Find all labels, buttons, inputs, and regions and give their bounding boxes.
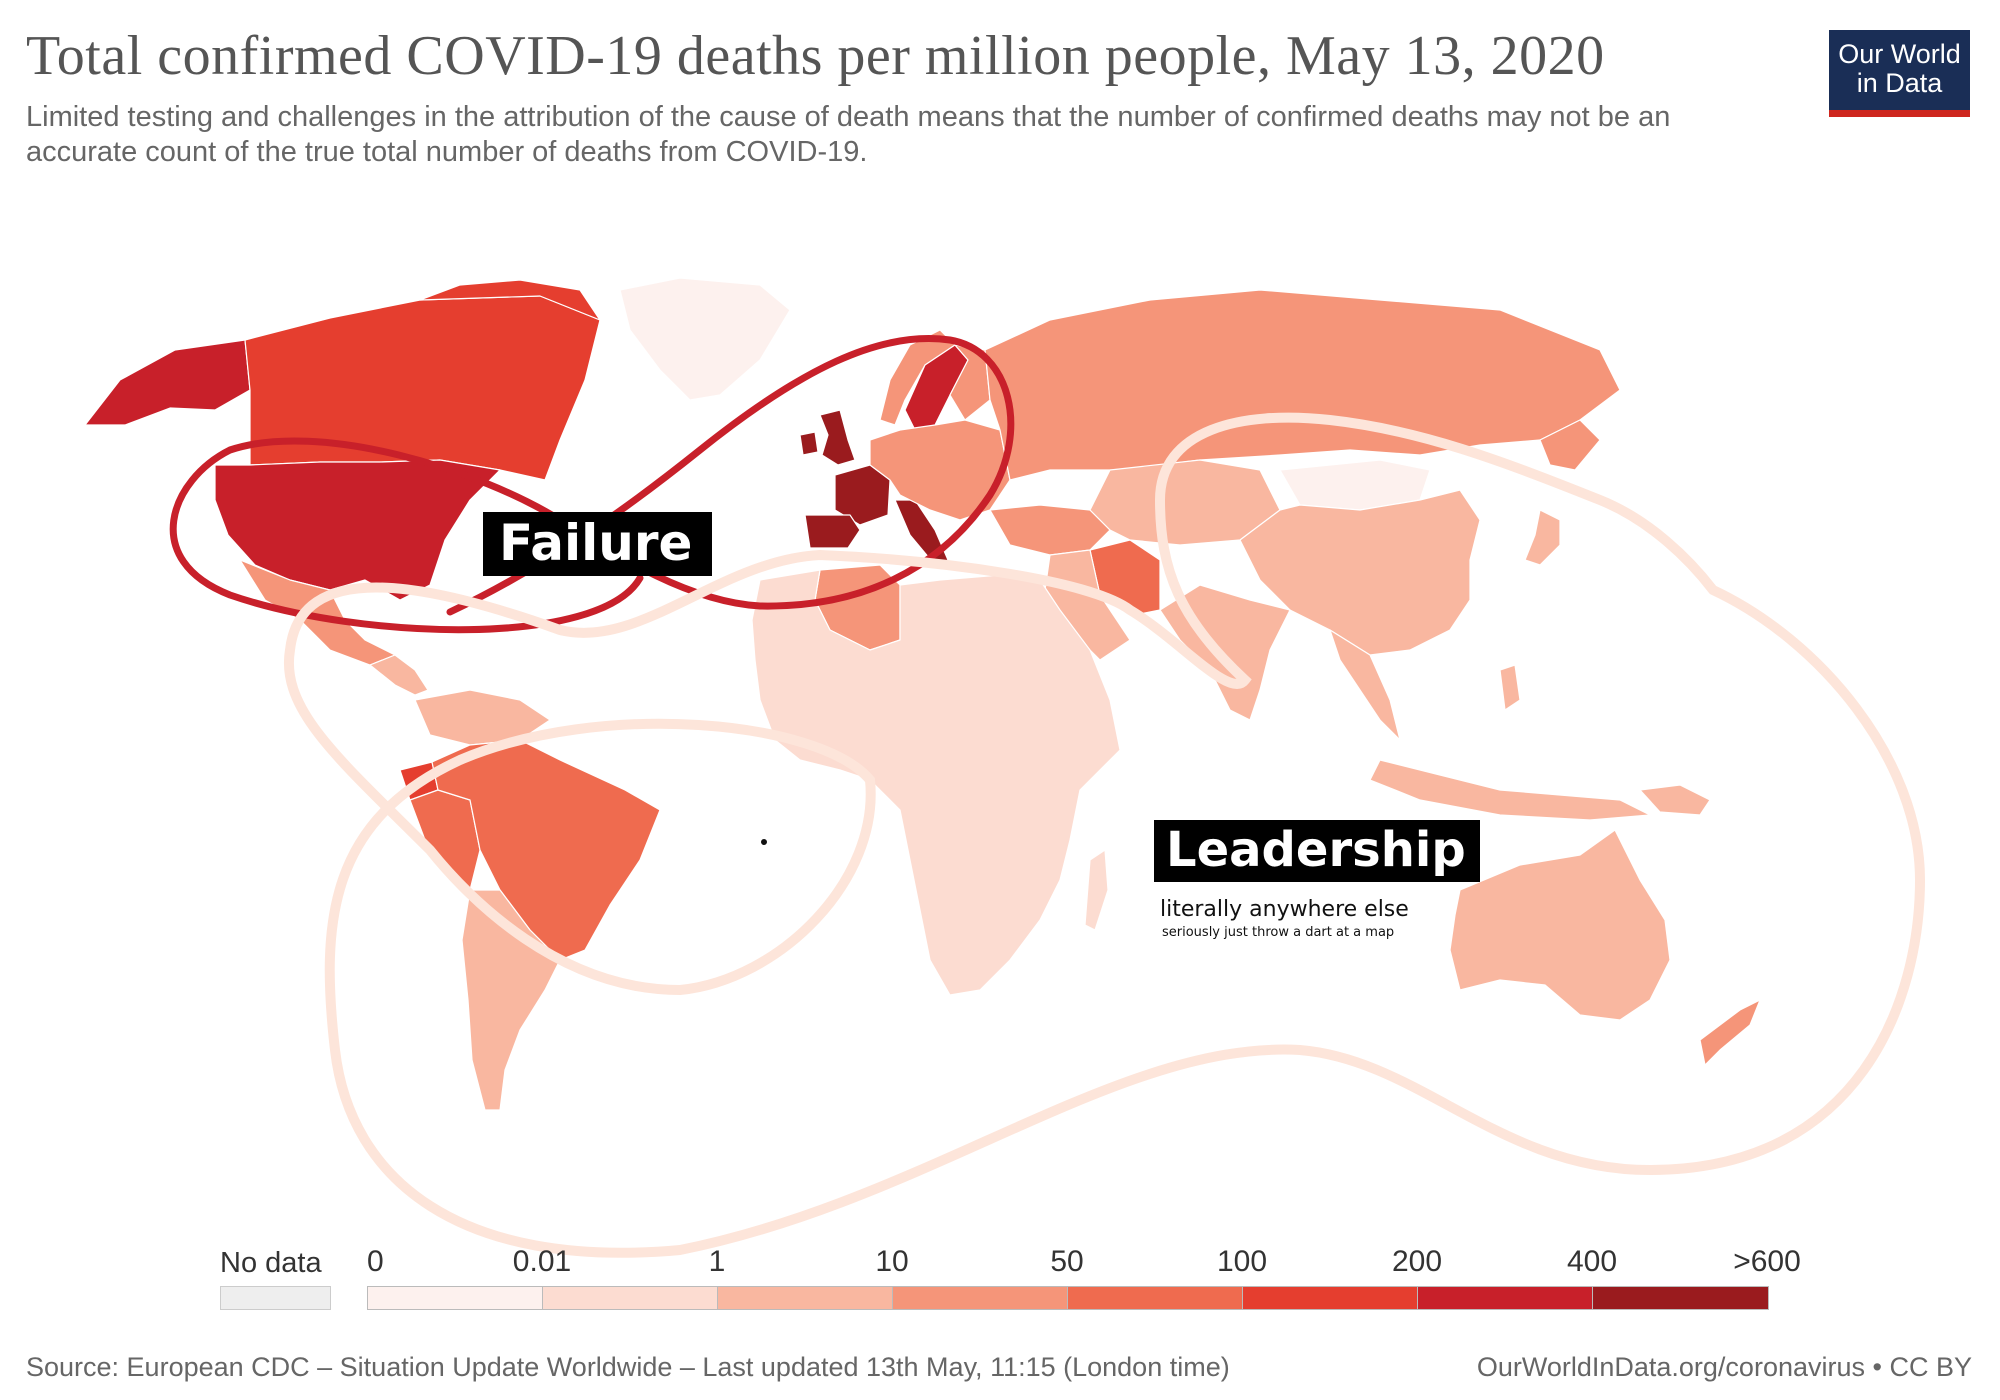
legend-tick-label: 100 bbox=[1216, 1245, 1268, 1278]
legend-swatch[interactable] bbox=[718, 1287, 893, 1309]
region-new-zealand[interactable] bbox=[1699, 999, 1761, 1066]
region-brazil[interactable] bbox=[431, 739, 661, 961]
legend-color-bar bbox=[367, 1286, 1769, 1310]
owid-logo[interactable]: Our World in Data bbox=[1829, 30, 1970, 117]
legend-tick-label: 0 bbox=[367, 1245, 384, 1278]
legend-swatch[interactable] bbox=[893, 1287, 1068, 1309]
region-russia[interactable] bbox=[984, 289, 1621, 481]
logo-line-2: in Data bbox=[1856, 68, 1943, 98]
region-central-asia[interactable] bbox=[1089, 459, 1281, 546]
legend-swatch[interactable] bbox=[368, 1287, 543, 1309]
leadership-label: Leadership bbox=[1154, 820, 1480, 882]
region-ireland[interactable] bbox=[799, 431, 819, 456]
region-canada[interactable] bbox=[244, 295, 601, 481]
region-china[interactable] bbox=[1239, 489, 1481, 656]
leadership-note: literally anywhere else bbox=[1160, 897, 1409, 922]
footer-links: OurWorldInData.org/coronavirus • CC BY bbox=[1477, 1352, 1972, 1383]
legend-tick-label: 10 bbox=[875, 1245, 909, 1278]
region-spain[interactable] bbox=[804, 514, 861, 549]
legend-swatch[interactable] bbox=[543, 1287, 718, 1309]
annotation-loops bbox=[169, 335, 1926, 1258]
source-note: Source: European CDC – Situation Update … bbox=[26, 1352, 1230, 1382]
legend-swatch[interactable] bbox=[1068, 1287, 1243, 1309]
region-alaska[interactable] bbox=[84, 339, 251, 426]
region-southeast-asia[interactable] bbox=[1329, 629, 1401, 741]
region-united-kingdom[interactable] bbox=[819, 409, 856, 466]
region-new-guinea[interactable] bbox=[1639, 784, 1711, 816]
region-south-america-north[interactable] bbox=[414, 689, 551, 746]
region-turkey-middle-east[interactable] bbox=[989, 504, 1111, 556]
ocean-dot bbox=[761, 839, 767, 845]
chart-subtitle: Limited testing and challenges in the at… bbox=[26, 101, 1671, 168]
legend-tick-label: 200 bbox=[1391, 1245, 1443, 1278]
region-philippines[interactable] bbox=[1499, 664, 1521, 711]
region-madagascar[interactable] bbox=[1084, 849, 1109, 931]
legend-tick-label: 0.01 bbox=[512, 1245, 572, 1278]
region-eastern-europe[interactable] bbox=[869, 419, 1011, 521]
legend-swatch[interactable] bbox=[1243, 1287, 1418, 1309]
legend-tick-label: 400 bbox=[1566, 1245, 1618, 1278]
failure-label: Failure bbox=[483, 512, 713, 576]
owid-url-link[interactable]: OurWorldInData.org/coronavirus bbox=[1476, 1352, 1865, 1382]
region-russia-east[interactable] bbox=[1539, 419, 1601, 471]
region-australia[interactable] bbox=[1449, 829, 1671, 1021]
legend-swatch[interactable] bbox=[1418, 1287, 1593, 1309]
region-united-states[interactable] bbox=[214, 459, 501, 601]
region-canada-islands[interactable] bbox=[419, 279, 601, 321]
license-link[interactable]: • CC BY bbox=[1872, 1352, 1972, 1382]
legend-swatch[interactable] bbox=[1593, 1287, 1768, 1309]
failure-loop bbox=[169, 335, 1015, 634]
legend-no-data-swatch[interactable] bbox=[220, 1286, 331, 1310]
region-africa[interactable] bbox=[751, 569, 1121, 996]
chart-title: Total confirmed COVID-19 deaths per mill… bbox=[26, 25, 1605, 87]
legend-tick-label: 1 bbox=[708, 1245, 726, 1278]
region-greenland[interactable] bbox=[619, 277, 791, 401]
legend-tick-label: 50 bbox=[1050, 1245, 1084, 1278]
logo-line-1: Our World bbox=[1838, 39, 1961, 69]
leadership-loop bbox=[283, 412, 1926, 1258]
region-japan[interactable] bbox=[1524, 509, 1561, 566]
legend-tick-label: >600 bbox=[1733, 1245, 1801, 1278]
legend-no-data-label: No data bbox=[220, 1247, 322, 1279]
leadership-small-note: seriously just throw a dart at a map bbox=[1162, 925, 1395, 940]
region-indonesia[interactable] bbox=[1369, 759, 1651, 821]
region-central-america[interactable] bbox=[369, 654, 429, 696]
